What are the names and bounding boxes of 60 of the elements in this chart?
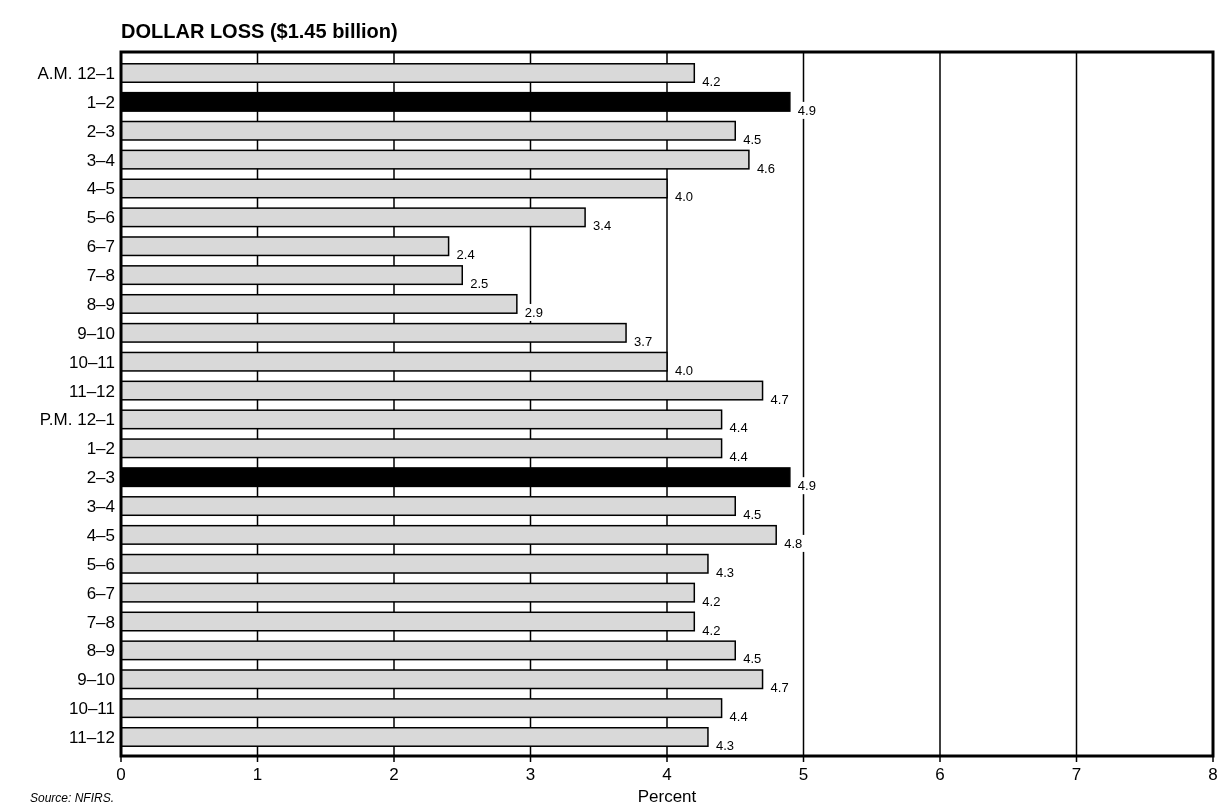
y-tick-label: 8–9: [86, 294, 115, 314]
y-tick-label: 4–5: [86, 525, 115, 545]
data-label: 4.2: [702, 622, 721, 638]
y-tick-label: A.M. 12–1: [37, 64, 115, 84]
x-tick-label: 2: [389, 765, 399, 784]
x-tick-label: 7: [1071, 765, 1082, 784]
data-label: 4.3: [715, 737, 735, 753]
x-tick-label: 8: [1208, 765, 1218, 784]
y-tick-label: 7–8: [86, 266, 115, 286]
x-tick-label: 3: [525, 765, 536, 784]
data-label: 4.6: [756, 160, 775, 176]
data-label: 3.7: [634, 333, 653, 349]
x-tick-label: 5: [798, 765, 809, 784]
x-axis-title: Percent: [637, 787, 697, 806]
y-tick-label: 11–12: [68, 381, 115, 401]
data-label: 4.9: [797, 102, 816, 118]
data-label: 4.4: [729, 709, 748, 725]
data-label: 4.5: [743, 651, 762, 667]
y-tick-label: 6–7: [86, 237, 115, 257]
data-label: 4.2: [702, 74, 721, 90]
y-tick-label: 10–11: [68, 352, 115, 372]
data-label: 4.4: [729, 420, 748, 436]
x-tick-label: 0: [116, 765, 126, 784]
data-label: 4.7: [770, 680, 789, 696]
data-label: 2.4: [456, 247, 475, 263]
x-tick-label: 6: [935, 765, 945, 784]
y-tick-label: 2–3: [86, 468, 115, 488]
y-tick-label: 1–2: [86, 439, 115, 459]
y-tick-label: 11–12: [68, 727, 115, 747]
data-label: 4.0: [675, 362, 694, 378]
x-tick-label: 1: [252, 765, 263, 784]
y-tick-label: P.M. 12–1: [39, 410, 115, 430]
data-label: 2.5: [470, 276, 489, 292]
y-tick-label: 6–7: [86, 583, 115, 603]
y-tick-label: 1–2: [86, 92, 115, 112]
y-tick-label: 10–11: [68, 699, 115, 719]
y-tick-label: 4–5: [86, 179, 115, 199]
chart-title: DOLLAR LOSS ($1.45 billion): [121, 20, 398, 42]
data-label: 2.9: [524, 304, 543, 320]
data-label: 4.8: [784, 535, 803, 551]
data-label: 4.9: [797, 478, 816, 494]
data-label: 4.7: [770, 391, 789, 407]
y-tick-label: 2–3: [86, 121, 115, 141]
data-label: 3.4: [593, 218, 612, 234]
data-label: 4.5: [743, 131, 762, 147]
source-note: Source: NFIRS.: [30, 791, 115, 805]
data-label: 4.4: [729, 449, 748, 465]
y-tick-label: 5–6: [86, 208, 115, 228]
y-tick-label: 5–6: [86, 554, 115, 574]
data-label: 4.5: [743, 507, 762, 523]
y-tick-label: 3–4: [86, 150, 115, 170]
y-tick-label: 8–9: [86, 641, 115, 661]
y-tick-label: 9–10: [77, 670, 115, 690]
x-tick-label: 4: [662, 765, 672, 784]
y-tick-label: 9–10: [77, 323, 115, 343]
y-tick-label: 7–8: [86, 612, 115, 632]
data-label: 4.2: [702, 593, 721, 609]
data-label: 4.3: [715, 564, 735, 580]
data-label: 4.0: [675, 189, 694, 205]
y-tick-label: 3–4: [86, 497, 115, 517]
